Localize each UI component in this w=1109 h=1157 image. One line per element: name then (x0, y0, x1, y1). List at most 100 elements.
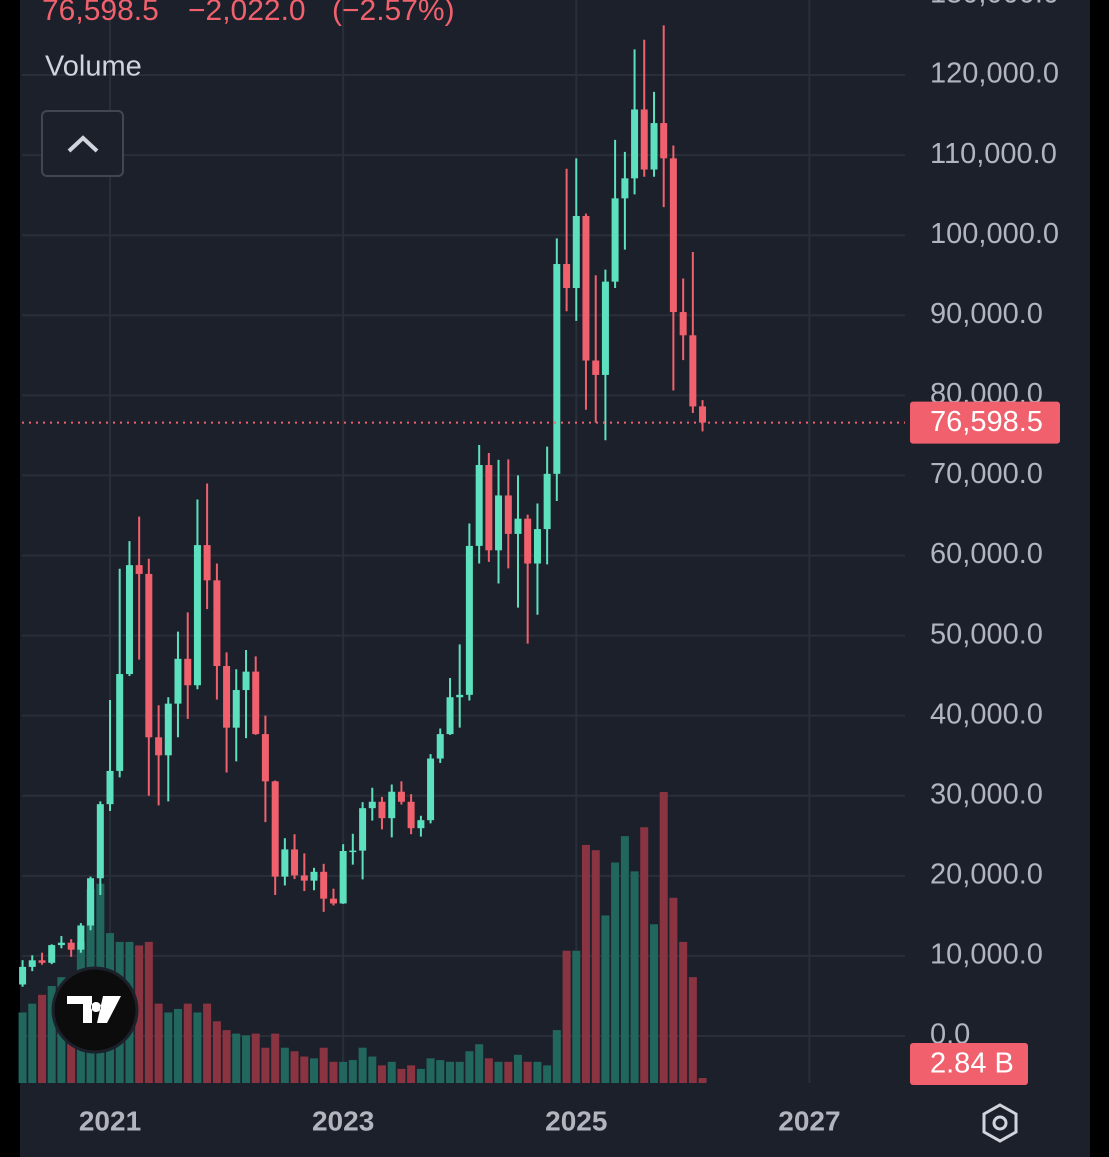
volume-bar (38, 994, 47, 1083)
candle-body (359, 808, 367, 851)
candle-body (77, 925, 85, 950)
x-tick-label: 2025 (545, 1105, 607, 1136)
volume-bar (465, 1051, 474, 1083)
volume-title: Volume (45, 51, 142, 83)
volume-bar (513, 1054, 522, 1083)
volume-bar (504, 1061, 513, 1083)
price-label: 76,598.5 (930, 406, 1043, 438)
volume-bar (28, 1003, 37, 1083)
y-tick-label: 130,000.0 (930, 0, 1059, 10)
candle-body (281, 849, 289, 877)
volume-bar (455, 1061, 464, 1083)
volume-bar (154, 1003, 163, 1083)
y-tick-label: 90,000.0 (930, 298, 1043, 330)
candle-body (261, 734, 269, 782)
volume-bar (329, 1061, 338, 1083)
volume-bar (310, 1058, 319, 1083)
volume-bar (222, 1030, 231, 1083)
volume-bar (319, 1047, 328, 1083)
candle-body (417, 820, 425, 829)
volume-bar (300, 1056, 309, 1083)
axes: 0.010,000.020,000.030,000.040,000.050,00… (22, 0, 1060, 1136)
volume-bar (426, 1058, 435, 1083)
volume-bar (280, 1047, 289, 1083)
header-change-percent: (−2.57%) (332, 0, 455, 27)
candle-body (38, 960, 46, 963)
settings-hexagon[interactable] (982, 1103, 1018, 1143)
logo-mark[interactable] (67, 996, 121, 1023)
candle-body (242, 671, 250, 691)
candle-body (164, 703, 172, 756)
volume-bar (640, 827, 649, 1083)
y-tick-label: 60,000.0 (930, 538, 1043, 570)
candle-body (514, 518, 522, 534)
collapse-button[interactable] (41, 110, 124, 177)
candle-body (572, 215, 580, 289)
y-tick-label: 120,000.0 (930, 58, 1059, 90)
volume-bar (543, 1065, 552, 1083)
candle-body (28, 960, 36, 967)
candle-body (592, 360, 600, 375)
candle-body (213, 580, 221, 667)
candle-body (475, 465, 483, 546)
candle-body (611, 198, 619, 282)
candle-body (699, 406, 707, 423)
logo[interactable] (51, 966, 139, 1054)
volume-bar (611, 862, 620, 1083)
candle-body (184, 658, 192, 686)
volume-bar (358, 1047, 367, 1083)
candle-body (504, 495, 512, 534)
volume-bar (533, 1061, 542, 1083)
y-tick-label: 50,000.0 (930, 618, 1043, 650)
candle-body (456, 694, 464, 698)
candle-body (378, 801, 386, 819)
volume-bar (261, 1047, 270, 1083)
volume-bar (212, 1021, 221, 1083)
candle-body (174, 658, 182, 704)
volume-bar (484, 1058, 493, 1083)
volume-bar (183, 1003, 192, 1083)
button-frame[interactable] (41, 110, 124, 177)
candle-body (679, 312, 687, 336)
grid (22, 0, 905, 1083)
y-tick-label: 40,000.0 (930, 698, 1043, 730)
candle-body (125, 565, 133, 675)
candle-body (349, 850, 357, 853)
candle-body (320, 871, 328, 899)
settings-circle[interactable] (992, 1115, 1008, 1131)
candle-body (135, 565, 143, 574)
chevron-icon[interactable] (67, 135, 99, 153)
volume-bar (47, 986, 56, 1083)
candle-body (485, 465, 493, 551)
candle-body (203, 545, 211, 581)
candle-body (368, 801, 376, 809)
volume-bar (669, 897, 678, 1083)
price-label-box (910, 401, 1060, 444)
y-tick-label: 20,000.0 (930, 858, 1043, 890)
volume-bar (416, 1068, 425, 1083)
candle-body (689, 335, 697, 407)
y-tick-label: 70,000.0 (930, 458, 1043, 490)
candle-body (232, 690, 240, 728)
candle-body (436, 734, 444, 759)
volume-bar (552, 1030, 561, 1083)
y-tick-label: 100,000.0 (930, 218, 1059, 250)
candle-body (48, 945, 56, 963)
volume-bar (242, 1035, 251, 1083)
volume-bar (630, 871, 639, 1083)
candle-body (601, 281, 609, 375)
y-tick-label: 110,000.0 (930, 138, 1057, 170)
candle-body (524, 518, 532, 564)
volume-bar (581, 844, 590, 1083)
volume-bar (271, 1033, 280, 1083)
volume-bar (562, 950, 571, 1083)
settings-icon[interactable] (982, 1103, 1018, 1143)
candle-body (669, 158, 677, 313)
candle-body (155, 737, 163, 756)
volume-bar (679, 941, 688, 1083)
volume-bar (572, 950, 581, 1083)
candle-body (650, 123, 658, 170)
candle-body (291, 849, 299, 876)
volume-label: 2.84 B (930, 1048, 1014, 1080)
volume-bar (173, 1008, 182, 1083)
